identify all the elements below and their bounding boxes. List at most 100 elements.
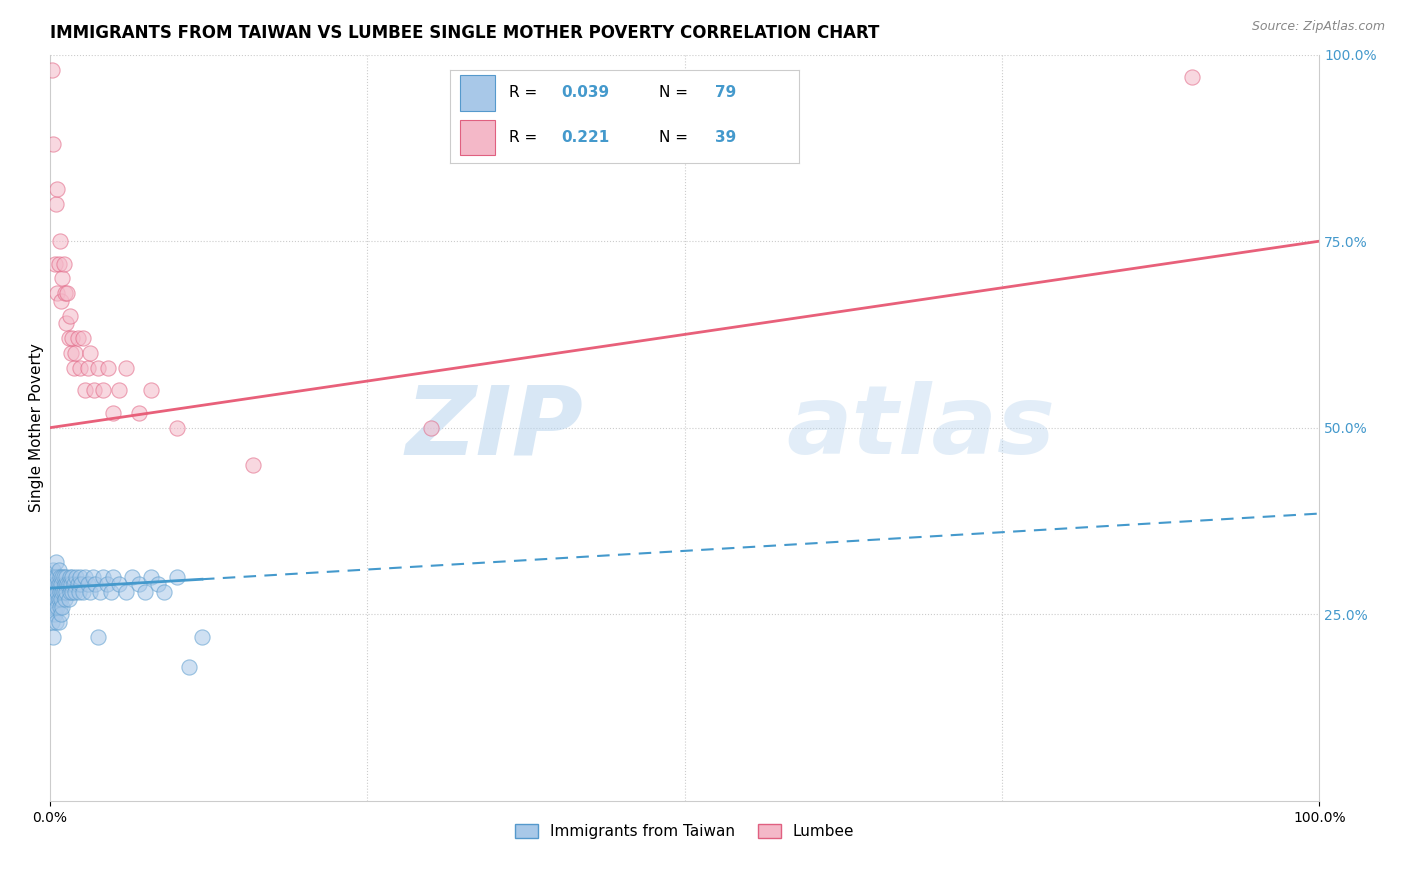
Point bbox=[39, 570, 62, 584]
Point bbox=[42, 630, 65, 644]
Point bbox=[42, 577, 65, 591]
Point bbox=[62, 570, 84, 584]
Point bbox=[41, 62, 63, 77]
Point bbox=[45, 577, 67, 591]
Point bbox=[114, 585, 136, 599]
Text: ZIP: ZIP bbox=[405, 381, 583, 475]
Point bbox=[48, 562, 70, 576]
Point bbox=[51, 599, 73, 614]
Point bbox=[70, 577, 93, 591]
Legend: Immigrants from Taiwan, Lumbee: Immigrants from Taiwan, Lumbee bbox=[509, 818, 860, 846]
Point bbox=[72, 585, 94, 599]
Point bbox=[79, 585, 101, 599]
Point bbox=[66, 331, 89, 345]
Point bbox=[49, 599, 72, 614]
Point bbox=[419, 421, 441, 435]
Point bbox=[101, 570, 124, 584]
Point bbox=[97, 361, 120, 376]
Point bbox=[48, 256, 70, 270]
Point bbox=[41, 615, 63, 629]
Point bbox=[83, 384, 105, 398]
Point bbox=[63, 346, 86, 360]
Point bbox=[108, 384, 131, 398]
Point bbox=[44, 570, 66, 584]
Point bbox=[101, 406, 124, 420]
Text: Source: ZipAtlas.com: Source: ZipAtlas.com bbox=[1251, 20, 1385, 33]
Point bbox=[45, 555, 67, 569]
Point bbox=[100, 585, 122, 599]
Point bbox=[48, 577, 70, 591]
Point bbox=[48, 592, 70, 607]
Point bbox=[60, 346, 83, 360]
Point bbox=[56, 577, 79, 591]
Point bbox=[53, 577, 76, 591]
Point bbox=[53, 592, 76, 607]
Point bbox=[55, 570, 77, 584]
Point bbox=[242, 458, 264, 472]
Point bbox=[49, 577, 72, 591]
Point bbox=[84, 577, 107, 591]
Point bbox=[76, 577, 98, 591]
Point bbox=[46, 585, 69, 599]
Point bbox=[146, 577, 169, 591]
Point bbox=[134, 585, 156, 599]
Point bbox=[45, 592, 67, 607]
Point bbox=[62, 361, 84, 376]
Point bbox=[46, 570, 69, 584]
Point bbox=[79, 346, 101, 360]
Point bbox=[96, 577, 118, 591]
Y-axis label: Single Mother Poverty: Single Mother Poverty bbox=[30, 343, 44, 512]
Point bbox=[87, 630, 110, 644]
Point bbox=[141, 570, 163, 584]
Point bbox=[63, 585, 86, 599]
Point bbox=[75, 570, 97, 584]
Point bbox=[69, 570, 91, 584]
Point bbox=[49, 293, 72, 308]
Point bbox=[41, 570, 63, 584]
Point bbox=[91, 570, 114, 584]
Point bbox=[76, 361, 98, 376]
Point bbox=[56, 286, 79, 301]
Point bbox=[128, 406, 150, 420]
Point bbox=[51, 271, 73, 285]
Point bbox=[39, 585, 62, 599]
Text: IMMIGRANTS FROM TAIWAN VS LUMBEE SINGLE MOTHER POVERTY CORRELATION CHART: IMMIGRANTS FROM TAIWAN VS LUMBEE SINGLE … bbox=[49, 24, 879, 42]
Point bbox=[58, 577, 80, 591]
Point bbox=[153, 585, 176, 599]
Point bbox=[49, 234, 72, 248]
Point bbox=[45, 615, 67, 629]
Point bbox=[166, 421, 188, 435]
Point bbox=[82, 570, 104, 584]
Point bbox=[51, 570, 73, 584]
Point bbox=[44, 607, 66, 622]
Point bbox=[65, 570, 87, 584]
Point bbox=[49, 570, 72, 584]
Point bbox=[89, 585, 111, 599]
Point bbox=[42, 137, 65, 152]
Point bbox=[128, 577, 150, 591]
Point bbox=[59, 309, 82, 323]
Point bbox=[44, 585, 66, 599]
Point bbox=[62, 331, 84, 345]
Point bbox=[51, 585, 73, 599]
Point bbox=[52, 570, 75, 584]
Point bbox=[55, 585, 77, 599]
Point bbox=[44, 599, 66, 614]
Point bbox=[49, 607, 72, 622]
Point bbox=[166, 570, 188, 584]
Point bbox=[59, 570, 82, 584]
Point bbox=[114, 361, 136, 376]
Point bbox=[69, 361, 91, 376]
Point bbox=[67, 585, 90, 599]
Point bbox=[49, 592, 72, 607]
Point bbox=[62, 585, 84, 599]
Point bbox=[75, 384, 97, 398]
Point bbox=[59, 585, 82, 599]
Point bbox=[46, 182, 69, 196]
Point bbox=[52, 585, 75, 599]
Point bbox=[1181, 70, 1204, 84]
Point bbox=[121, 570, 143, 584]
Text: atlas: atlas bbox=[786, 381, 1054, 475]
Point bbox=[87, 361, 110, 376]
Point bbox=[60, 577, 83, 591]
